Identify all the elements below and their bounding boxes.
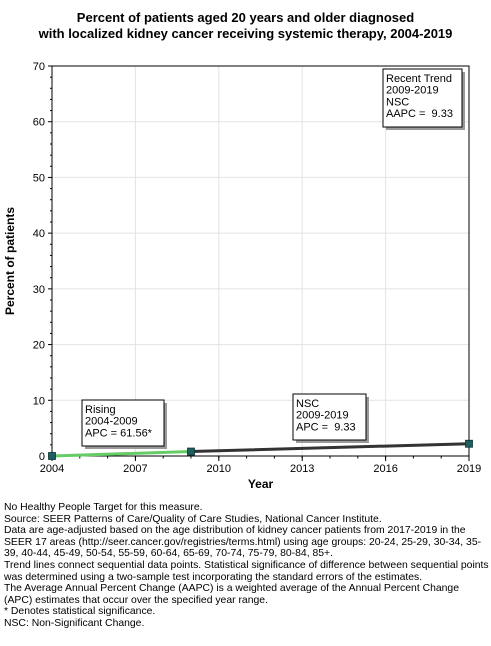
annotation-line: NSC bbox=[296, 398, 319, 410]
y-axis: 0 10 20 30 40 50 60 70 bbox=[33, 61, 52, 463]
y-tick-label: 30 bbox=[33, 284, 45, 296]
footnote-source: Source: SEER Patterns of Care/Quality of… bbox=[4, 513, 382, 525]
annotation-line: APC = 61.56* bbox=[85, 427, 153, 439]
footnote-aapc: The Average Annual Percent Change (AAPC)… bbox=[4, 583, 459, 606]
y-tick-label: 50 bbox=[33, 172, 45, 184]
data-point-marker bbox=[465, 439, 473, 448]
trend-segment-2 bbox=[189, 442, 471, 454]
y-tick-label: 40 bbox=[33, 228, 45, 240]
annotation-frame bbox=[292, 393, 367, 441]
annotation-line: 2009-2019 bbox=[386, 85, 439, 97]
x-axis: 2004 2007 2010 2013 2016 2019 bbox=[40, 456, 481, 475]
footnote-trend-lines: Trend lines connect sequential data poin… bbox=[4, 559, 489, 583]
y-tick-label: 10 bbox=[33, 395, 45, 407]
footnote-nsc: NSC: Non-Significant Change. bbox=[4, 617, 145, 629]
x-tick-label: 2007 bbox=[123, 463, 147, 475]
x-tick-label: 2016 bbox=[373, 463, 397, 475]
x-tick-label: 2004 bbox=[40, 463, 64, 475]
footnote-age-adjustment: Data are age-adjusted based on the age d… bbox=[4, 525, 482, 560]
data-point-marker bbox=[48, 452, 56, 460]
footnotes: No Healthy People Target for this measur… bbox=[4, 502, 490, 630]
trend-segment-1 bbox=[50, 450, 193, 458]
footnote-target: No Healthy People Target for this measur… bbox=[4, 502, 203, 513]
chart-title-line-1: Percent of patients aged 20 years and ol… bbox=[76, 10, 415, 25]
annotation-frame bbox=[81, 399, 165, 447]
annotation-line: 2009-2019 bbox=[296, 410, 349, 422]
annotation-frame bbox=[382, 68, 463, 128]
x-axis-title: Year bbox=[248, 477, 274, 491]
annotation-line: NSC bbox=[386, 96, 409, 108]
y-tick-label: 20 bbox=[33, 340, 45, 352]
chart-title: Percent of patients aged 20 years and ol… bbox=[0, 10, 491, 42]
y-tick-label: 0 bbox=[39, 451, 45, 463]
y-tick-label: 60 bbox=[33, 117, 45, 129]
annotation-line: APC = 9.33 bbox=[296, 421, 356, 433]
data-point-marker bbox=[187, 447, 195, 456]
trend-series bbox=[48, 439, 473, 460]
footnote-significance: * Denotes statistical significance. bbox=[4, 606, 156, 618]
annotation-line: Recent Trend bbox=[386, 73, 452, 85]
plot-area-frame bbox=[51, 65, 470, 457]
y-axis-title: Percent of patients bbox=[3, 207, 17, 315]
chart-title-line-2: with localized kidney cancer receiving s… bbox=[38, 26, 453, 41]
x-tick-label: 2013 bbox=[290, 463, 314, 475]
line-chart: 0 10 20 30 40 50 60 70 2004 2007 2010 2013 2016 2019… bbox=[3, 61, 481, 491]
x-tick-label: 2019 bbox=[457, 463, 481, 475]
annotation-line: AAPC = 9.33 bbox=[386, 108, 453, 120]
x-tick-label: 2010 bbox=[207, 463, 231, 475]
annotation-line: 2004-2009 bbox=[85, 416, 138, 428]
y-tick-label: 70 bbox=[33, 61, 45, 73]
annotation-line: Rising bbox=[85, 404, 116, 416]
